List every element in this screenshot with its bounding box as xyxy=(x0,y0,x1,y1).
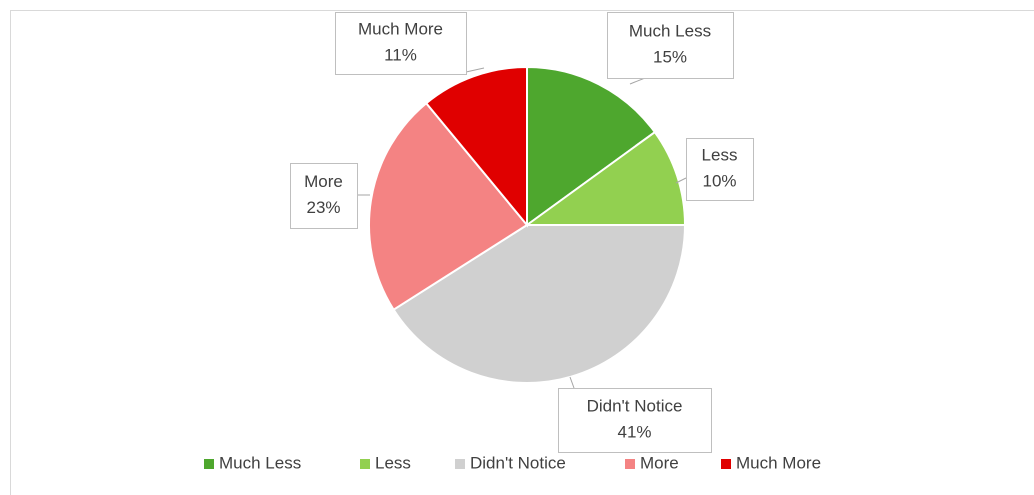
legend-label: Much More xyxy=(736,453,821,472)
pie-slice xyxy=(523,130,687,226)
data-label-value: 11% xyxy=(384,45,417,64)
legend-label: Didn't Notice xyxy=(470,453,566,472)
label-box xyxy=(335,12,467,75)
data-label-name: More xyxy=(304,172,343,191)
data-label-name: Much More xyxy=(358,19,443,38)
leader-line xyxy=(675,177,687,184)
data-label-name: Much Less xyxy=(629,21,711,40)
legend-label: More xyxy=(640,453,679,472)
data-label-value: 10% xyxy=(702,171,736,190)
legend-label: Much Less xyxy=(219,453,301,472)
chart-border xyxy=(10,10,1034,495)
pie-slice xyxy=(526,65,657,227)
leader-line xyxy=(465,67,485,73)
pie-slice xyxy=(424,65,528,228)
legend-marker xyxy=(360,459,370,469)
legend-marker xyxy=(455,459,465,469)
legend-marker xyxy=(204,459,214,469)
data-label-name: Didn't Notice xyxy=(587,396,683,415)
label-box xyxy=(686,138,754,201)
label-box xyxy=(558,388,712,453)
data-label-value: 41% xyxy=(617,422,651,441)
legend-marker xyxy=(721,459,731,469)
data-label-value: 15% xyxy=(653,47,687,66)
pie-slice xyxy=(368,101,529,312)
label-box xyxy=(607,12,734,79)
legend-label: Less xyxy=(375,453,411,472)
legend-marker xyxy=(625,459,635,469)
data-label-value: 23% xyxy=(306,198,340,217)
leader-line xyxy=(569,376,575,389)
data-label-name: Less xyxy=(702,145,738,164)
label-box xyxy=(290,163,358,229)
